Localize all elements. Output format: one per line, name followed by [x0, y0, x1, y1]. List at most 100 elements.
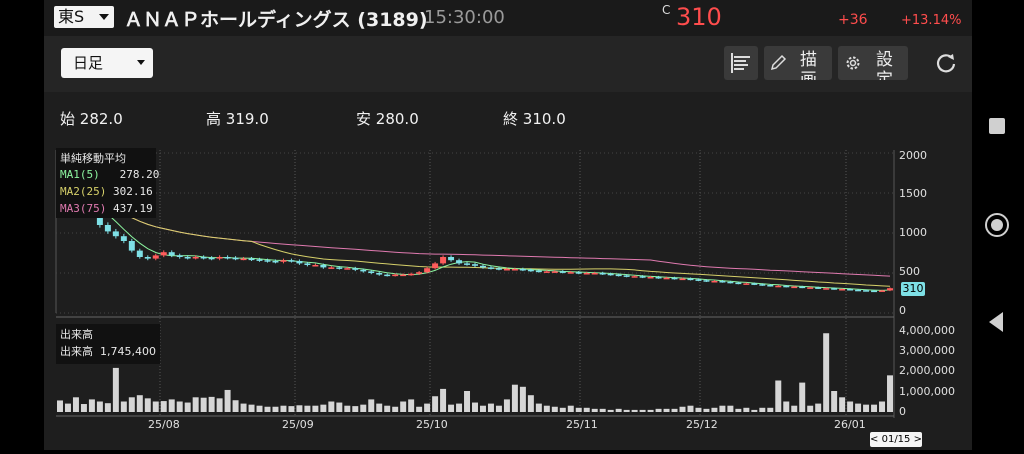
volume-axis-label: 3,000,000 [899, 344, 955, 357]
volume-bar [456, 403, 463, 412]
ma2-legend: MA2(25) 302.16 [60, 185, 153, 198]
price-axis-label: 0 [899, 304, 906, 317]
period-select[interactable]: 日足 [61, 48, 153, 78]
volume-bar [224, 389, 231, 412]
candle-body [416, 272, 423, 274]
volume-bar [392, 406, 399, 412]
candle-body [687, 278, 694, 281]
volume-bar [487, 403, 494, 412]
candle-body [671, 277, 678, 280]
candle-body [583, 273, 590, 275]
ma3-value: 437.19 [112, 202, 153, 215]
ma1-label: MA1(5) [60, 168, 100, 181]
candle-body [695, 279, 702, 281]
volume-bar [591, 408, 598, 412]
volume-axis-label: 4,000,000 [899, 324, 955, 337]
volume-bar [647, 409, 654, 412]
price-change-percent: +13.14% [901, 13, 962, 28]
low-value: 280.0 [375, 110, 419, 128]
candle-body [495, 268, 502, 270]
price-board-button[interactable] [724, 46, 758, 80]
volume-bar [575, 407, 582, 412]
volume-bar [495, 405, 502, 412]
volume-bar [767, 407, 774, 412]
candle-body [96, 213, 103, 225]
refresh-icon[interactable] [935, 52, 957, 74]
volume-bar [96, 401, 103, 412]
volume-bar [57, 400, 63, 412]
date-axis-label: 25/08 [148, 418, 180, 431]
candle-body [663, 277, 670, 280]
candle-body [607, 273, 614, 276]
volume-bar [751, 409, 758, 412]
volume-bar [272, 406, 279, 412]
candle-body [591, 273, 598, 275]
candle-body [400, 274, 407, 277]
volume-bar [807, 405, 814, 412]
candle-body [759, 284, 766, 286]
settings-button[interactable]: 設定 [838, 46, 908, 80]
candle-body [735, 282, 742, 285]
volume-bar [775, 380, 782, 412]
volume-bar [607, 409, 614, 412]
candle-body [288, 260, 295, 262]
date-axis-label: 25/10 [416, 418, 448, 431]
open-value: 282.0 [79, 110, 123, 128]
ma2-value: 302.16 [112, 185, 153, 198]
ohlc-low: 安 280.0 [356, 108, 419, 129]
high-label: 高 [206, 110, 222, 128]
cursor-date-label[interactable]: < 01/15 > [870, 432, 922, 447]
volume-bar [192, 397, 199, 412]
volume-bar [328, 401, 335, 412]
candle-body [424, 268, 431, 273]
volume-legend-title: 出来高 [60, 328, 93, 341]
volume-bar [703, 408, 710, 412]
volume-bar [519, 386, 526, 412]
volume-bar [679, 406, 686, 412]
candle-body [472, 264, 478, 266]
volume-bar [368, 399, 375, 412]
volume-legend-line: 出来高 1,745,400 [60, 343, 156, 359]
recent-apps-icon[interactable] [989, 118, 1005, 134]
candle-body [551, 271, 558, 273]
price-axis-label: 2000 [899, 149, 927, 162]
volume-bar [88, 399, 95, 412]
volume-bar [615, 408, 622, 412]
candle-body [264, 260, 271, 262]
candle-body [256, 259, 263, 261]
candle-body [815, 287, 822, 289]
market-select-label: 東S [58, 7, 85, 26]
ma-legend-title: 単純移動平均 [60, 152, 126, 165]
home-icon[interactable] [985, 213, 1009, 237]
candle-body [200, 257, 207, 259]
volume-bar [687, 405, 694, 412]
candle-body [328, 267, 335, 269]
volume-bar [240, 403, 247, 412]
candle-body [655, 277, 662, 279]
candle-body [352, 268, 359, 270]
volume-bar [583, 407, 590, 412]
draw-button[interactable]: 描画 [764, 46, 832, 80]
candle-body [791, 286, 798, 289]
volume-bar [527, 395, 534, 412]
candle-body [456, 260, 463, 264]
ma2-label: MA2(25) [60, 185, 107, 198]
volume-bar [695, 407, 702, 412]
candle-body [831, 288, 838, 290]
volume-bar [416, 406, 423, 412]
volume-bar [567, 405, 574, 412]
candle-body [727, 281, 734, 284]
candle-body [527, 269, 534, 272]
market-select[interactable]: 東S [54, 6, 114, 28]
candle-body [112, 231, 119, 237]
stock-name: ＡＮＡＰホールディングス (3189) [124, 9, 428, 31]
back-icon[interactable] [989, 312, 1003, 332]
candlestick-chart[interactable] [44, 0, 972, 450]
volume-bar [376, 403, 383, 412]
volume-bar [120, 401, 127, 412]
candle-body [336, 267, 343, 269]
date-axis-label: 25/12 [686, 418, 718, 431]
candle-body [679, 278, 686, 281]
candle-body [304, 263, 311, 265]
candle-body [615, 274, 622, 277]
